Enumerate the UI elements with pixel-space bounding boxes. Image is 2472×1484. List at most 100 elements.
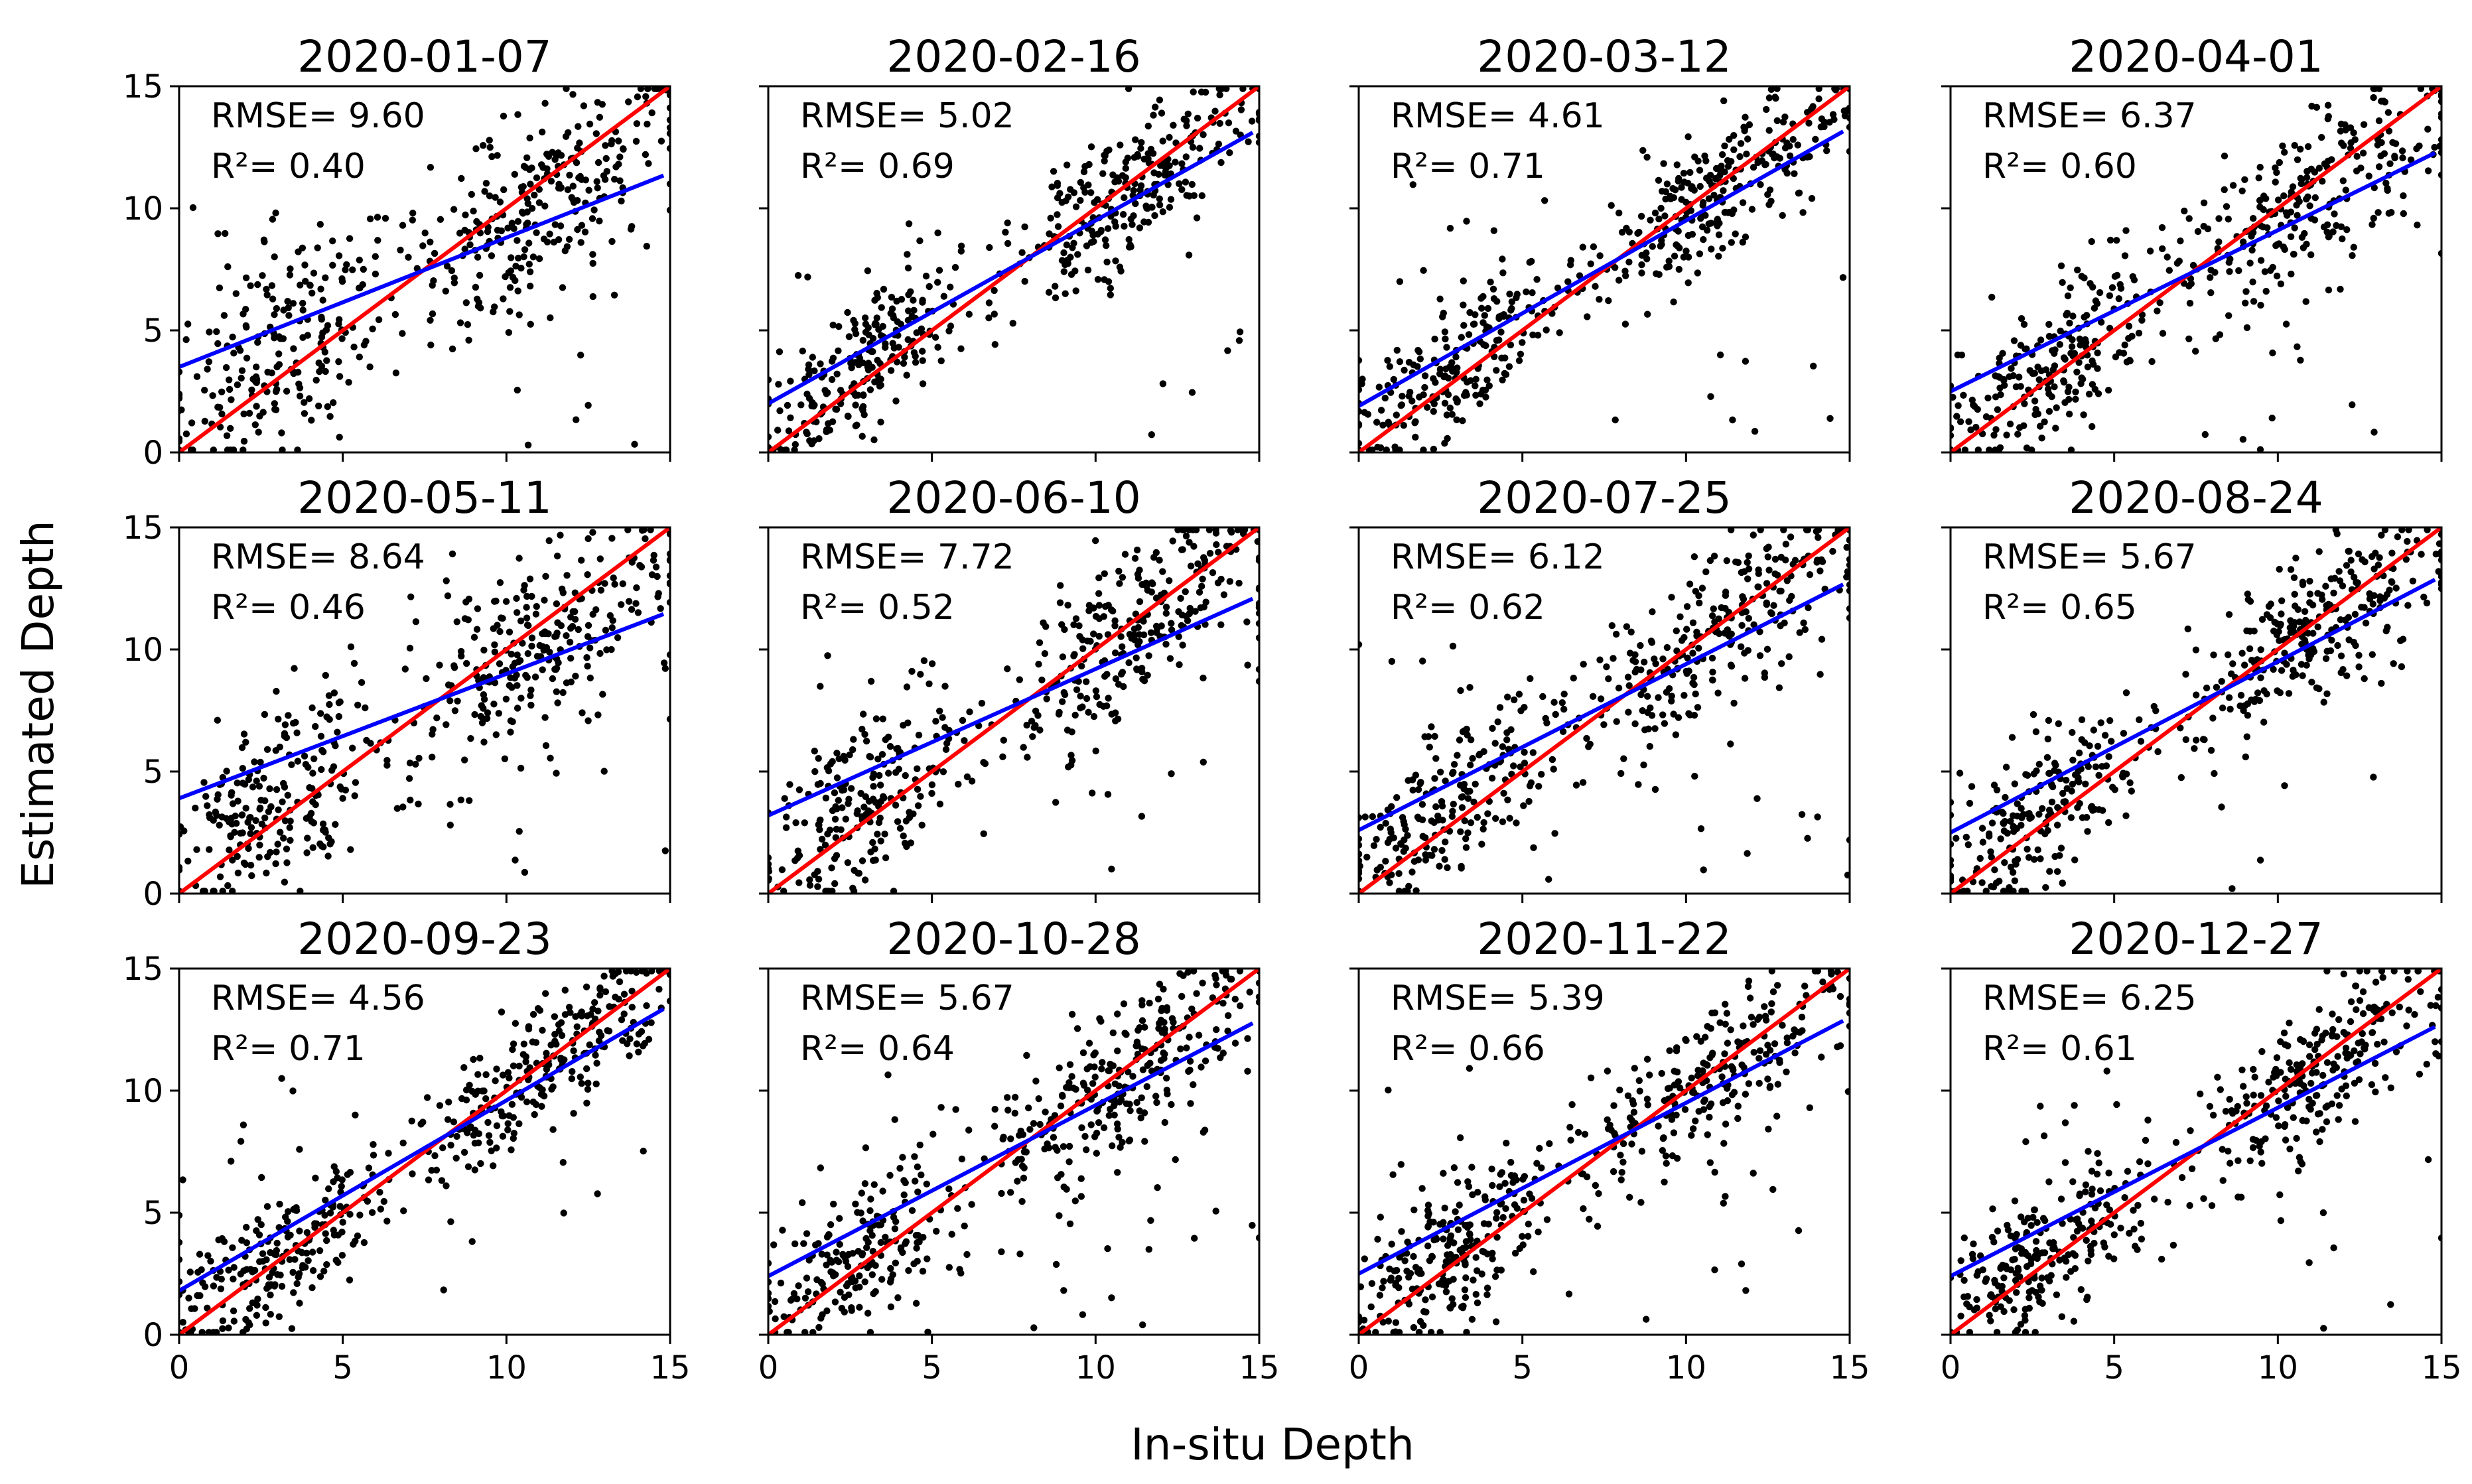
data-point (1812, 135, 1819, 143)
data-point (274, 841, 281, 848)
data-point (1064, 161, 1071, 169)
data-point (375, 316, 383, 324)
data-point (1691, 772, 1698, 780)
data-point (2331, 210, 2338, 218)
data-point (2302, 616, 2309, 624)
data-point (346, 1169, 354, 1176)
data-point (577, 239, 584, 246)
data-point (2374, 209, 2382, 216)
data-point (532, 1101, 540, 1109)
data-point (444, 1116, 452, 1123)
data-point (1505, 363, 1513, 370)
data-point (624, 527, 632, 533)
data-point (262, 1304, 269, 1312)
data-point (2074, 266, 2081, 274)
data-point (1182, 153, 1190, 161)
data-point (1483, 376, 1491, 383)
data-point (616, 978, 624, 986)
data-point (1801, 626, 1809, 634)
data-point (1117, 141, 1124, 149)
data-point (1823, 147, 1830, 155)
data-point (365, 1164, 373, 1172)
data-point (2060, 377, 2067, 385)
data-point (535, 199, 543, 206)
data-point (1212, 527, 1219, 533)
data-point (299, 244, 307, 251)
data-point (551, 1038, 559, 1045)
data-point (1466, 308, 1474, 316)
data-point (864, 267, 872, 275)
data-point (490, 625, 497, 632)
data-point (2292, 602, 2299, 610)
data-point (2077, 380, 2085, 387)
data-point (648, 1019, 655, 1026)
data-point (2173, 259, 2181, 267)
data-point (914, 1188, 922, 1195)
data-point (894, 818, 902, 825)
data-point (1967, 426, 1974, 434)
data-point (571, 608, 579, 616)
data-point (289, 300, 297, 307)
data-point (285, 1208, 292, 1215)
data-point (1961, 446, 1969, 452)
data-point (2342, 186, 2349, 194)
data-point (266, 785, 273, 793)
data-point (2092, 297, 2100, 304)
data-point (1216, 91, 1223, 99)
data-point (261, 797, 269, 805)
data-point (2333, 530, 2341, 537)
data-point (409, 216, 416, 224)
data-point (2229, 660, 2236, 667)
data-point (2242, 753, 2249, 761)
data-point (356, 1211, 364, 1219)
data-point (862, 320, 870, 328)
data-point (1097, 227, 1105, 234)
data-point (2353, 167, 2361, 174)
data-point (611, 176, 618, 183)
data-point (878, 304, 885, 311)
plot-frame (767, 85, 1261, 454)
data-point (1694, 704, 1702, 711)
data-point (2272, 242, 2280, 249)
data-point (1452, 395, 1460, 403)
data-point (294, 758, 301, 765)
data-point (1080, 184, 1087, 192)
data-point (1527, 675, 1534, 683)
data-point (2256, 203, 2264, 211)
one-to-one-line (768, 527, 1259, 894)
data-point (2338, 139, 2345, 147)
data-point (882, 854, 890, 862)
data-point (2240, 707, 2247, 714)
data-point (242, 805, 249, 812)
data-point (319, 820, 327, 828)
data-point (1771, 555, 1779, 563)
data-point (1226, 578, 1234, 585)
data-point (882, 344, 889, 351)
data-point (1539, 693, 1546, 701)
data-point (1144, 122, 1152, 130)
data-point (1071, 711, 1079, 719)
data-point (1127, 216, 1134, 223)
data-point (247, 824, 255, 831)
data-point (246, 1305, 253, 1312)
data-point (2370, 565, 2378, 573)
data-point (443, 1182, 450, 1189)
data-point (1461, 817, 1468, 825)
data-point (2298, 661, 2305, 668)
data-point (1754, 583, 1761, 590)
data-point (1205, 527, 1213, 533)
data-point (2238, 187, 2246, 194)
data-point (1770, 602, 1777, 609)
data-point (517, 617, 525, 625)
data-point (2078, 273, 2085, 280)
data-point (1125, 659, 1133, 667)
data-point (400, 1207, 407, 1215)
data-point (1673, 241, 1680, 249)
data-point (1183, 122, 1190, 129)
data-point (968, 1201, 975, 1208)
data-point (567, 1009, 574, 1016)
data-point (900, 1191, 908, 1199)
data-point (582, 176, 589, 184)
data-point (1485, 382, 1493, 389)
panel-title: 2020-07-25 (1477, 472, 1732, 523)
